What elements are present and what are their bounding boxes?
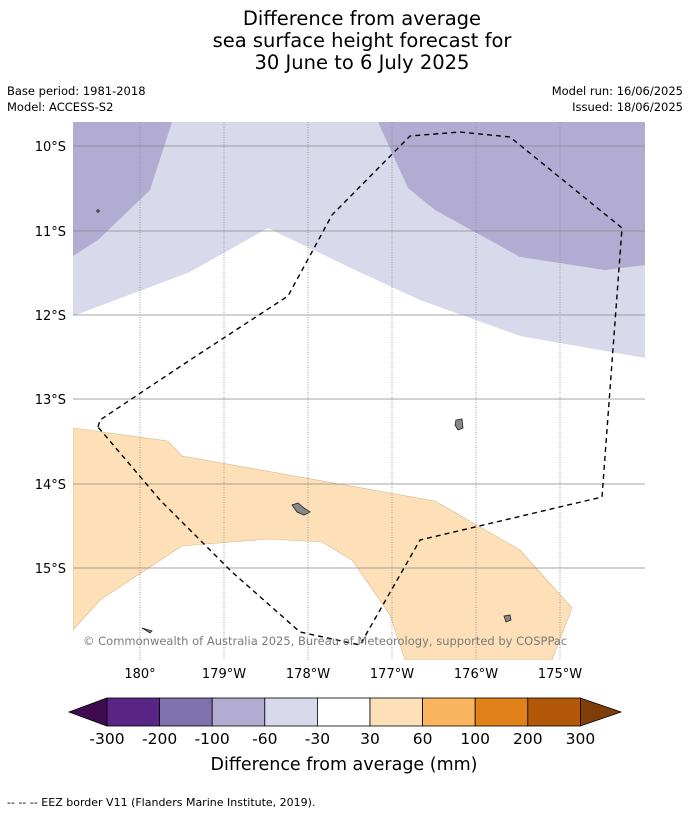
copyright-notice: © Commonwealth of Australia 2025, Bureau… bbox=[83, 634, 567, 648]
title-line-3: 30 June to 6 July 2025 bbox=[254, 51, 470, 74]
colorbar-segment bbox=[159, 697, 213, 727]
lat-tick-label: 15°S bbox=[35, 562, 66, 577]
colorbar-tick-label: -30 bbox=[305, 730, 330, 748]
lon-tick-label: 177°W bbox=[370, 667, 414, 682]
map-title: Difference from average sea surface heig… bbox=[0, 8, 690, 74]
colorbar-extend-low bbox=[67, 697, 108, 727]
title-line-2: sea surface height forecast for bbox=[212, 29, 512, 52]
colorbar-segment bbox=[264, 697, 318, 727]
colorbar-segment bbox=[106, 697, 160, 727]
island-wallis bbox=[291, 502, 311, 516]
issued-date: Issued: 18/06/2025 bbox=[572, 100, 683, 114]
colorbar-tick-label: -100 bbox=[195, 730, 230, 748]
colorbar-segment bbox=[369, 697, 423, 727]
colorbar-tick-label: 300 bbox=[566, 730, 596, 748]
meta-left: Base period: 1981-2018 Model: ACCESS-S2 bbox=[7, 83, 146, 115]
eez-legend: -- -- -- EEZ border V11 (Flanders Marine… bbox=[7, 796, 316, 809]
graticule bbox=[73, 122, 645, 660]
colorbar-segment bbox=[422, 697, 476, 727]
colorbar-label: Difference from average (mm) bbox=[210, 755, 477, 775]
colorbar-tick-label: 60 bbox=[413, 730, 433, 748]
colorbar-tick-label: -300 bbox=[89, 730, 124, 748]
island-south-west bbox=[141, 627, 153, 634]
model-run: Model run: 16/06/2025 bbox=[551, 84, 683, 98]
island-south-east bbox=[503, 614, 512, 623]
model-name: Model: ACCESS-S2 bbox=[7, 100, 114, 114]
lat-tick-label: 11°S bbox=[35, 225, 66, 240]
colorbar-tick-label: 200 bbox=[513, 730, 543, 748]
lat-tick-label: 14°S bbox=[35, 478, 66, 493]
band-30-60 bbox=[73, 427, 573, 660]
colorbar-tick-label: -60 bbox=[252, 730, 277, 748]
colorbar-segment bbox=[474, 697, 529, 727]
latitude-labels: 10°S 11°S 12°S 13°S 14°S 15°S bbox=[35, 140, 66, 577]
lon-tick-label: 176°W bbox=[454, 667, 498, 682]
lon-tick-label: 178°W bbox=[286, 667, 330, 682]
meta-right: Model run: 16/06/2025 Issued: 18/06/2025 bbox=[552, 83, 683, 115]
lat-tick-label: 13°S bbox=[35, 393, 66, 408]
lat-tick-label: 10°S bbox=[35, 140, 66, 155]
longitude-labels: 180° 179°W 178°W 177°W 176°W 175°W bbox=[124, 667, 582, 682]
band-minus60-minus100-west bbox=[73, 122, 172, 256]
colorbar-extend-high bbox=[580, 697, 623, 727]
colorbar-tick-label: 100 bbox=[460, 730, 490, 748]
colorbar-segment bbox=[527, 697, 581, 727]
band-minus60-minus100-east bbox=[378, 122, 645, 270]
lon-tick-label: 175°W bbox=[538, 667, 582, 682]
lon-tick-label: 179°W bbox=[202, 667, 246, 682]
colorbar-tick-label: 30 bbox=[360, 730, 380, 748]
island-niuafo-ou bbox=[454, 418, 464, 431]
lon-tick-label: 180° bbox=[124, 667, 155, 682]
island-north-west bbox=[96, 209, 100, 213]
colorbar: -300 -200 -100 -60 -30 30 60 100 200 300 bbox=[67, 697, 623, 748]
base-period: Base period: 1981-2018 bbox=[7, 84, 146, 98]
title-line-1: Difference from average bbox=[242, 7, 482, 30]
colorbar-segment bbox=[211, 697, 266, 727]
colorbar-segment bbox=[316, 697, 371, 727]
map-panel: © Commonwealth of Australia 2025, Bureau… bbox=[35, 122, 645, 682]
lat-tick-label: 12°S bbox=[35, 309, 66, 324]
eez-border bbox=[97, 131, 623, 646]
colorbar-tick-label: -200 bbox=[142, 730, 177, 748]
